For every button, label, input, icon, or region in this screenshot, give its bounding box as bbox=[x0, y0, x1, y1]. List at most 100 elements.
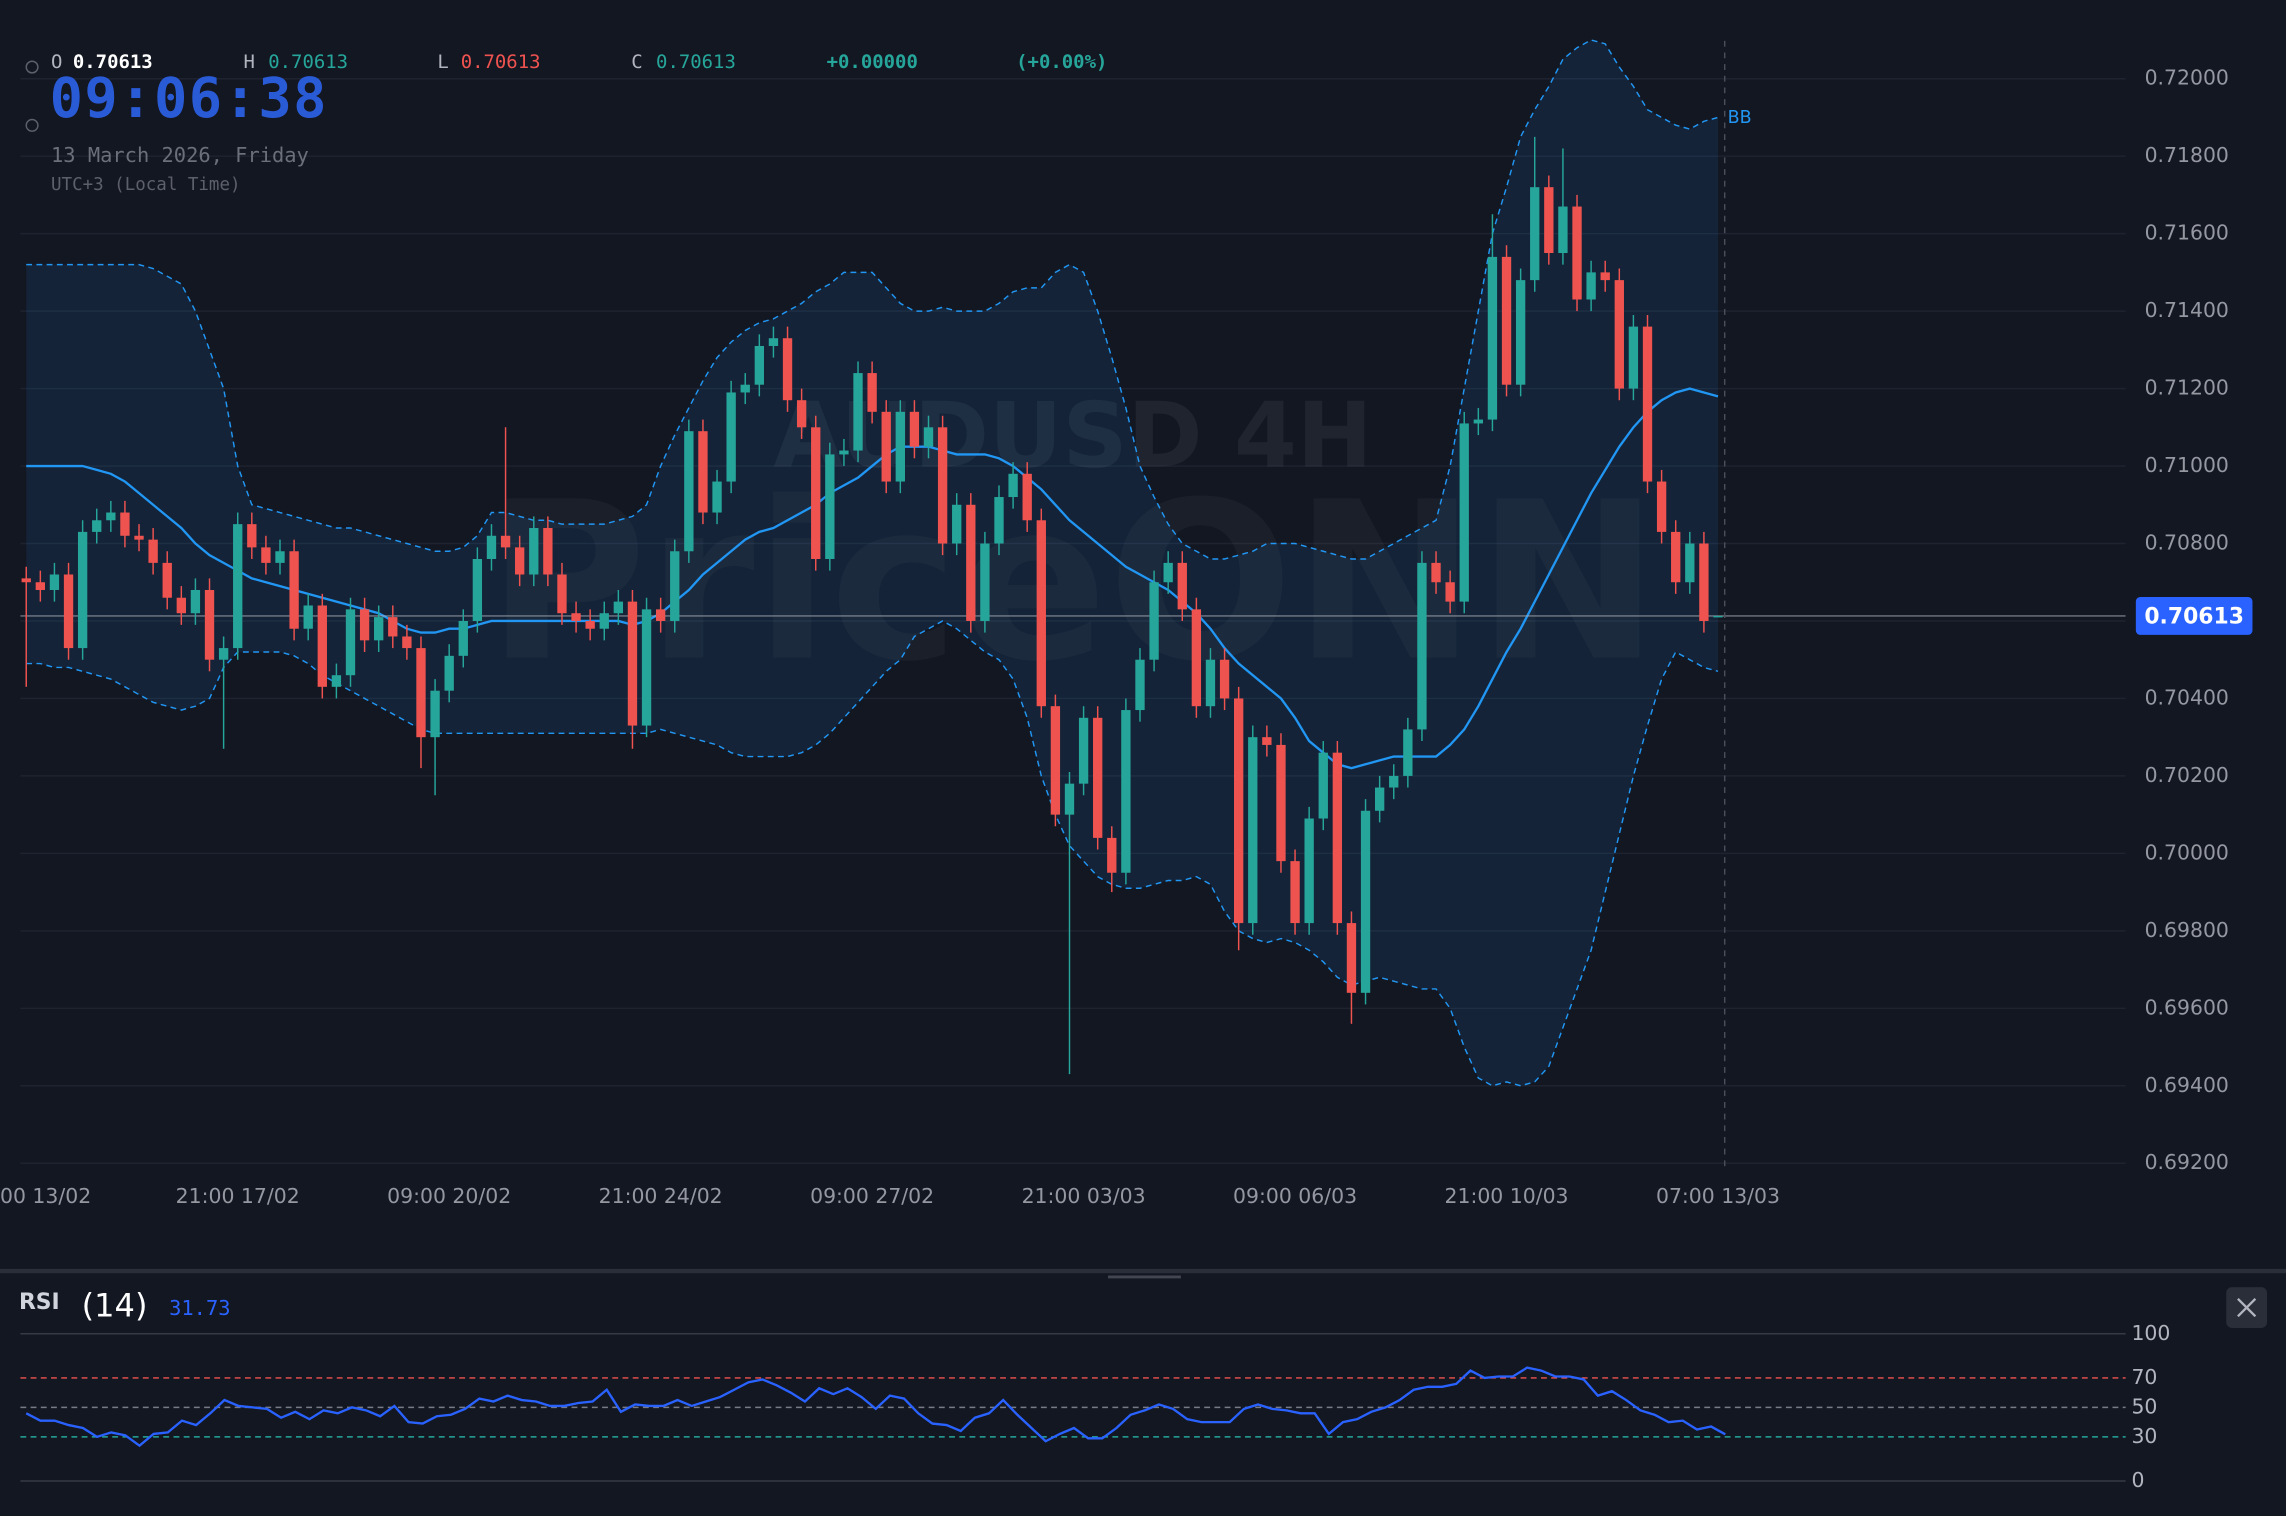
clock: 09:06:38 bbox=[50, 67, 328, 131]
candle-body bbox=[1558, 206, 1568, 254]
candle-body bbox=[825, 454, 835, 560]
candle-body bbox=[359, 609, 370, 641]
y-tick-label: 0.71000 bbox=[2145, 453, 2229, 477]
candle-body bbox=[1403, 729, 1413, 776]
candle-body bbox=[77, 531, 88, 649]
candle-body bbox=[1515, 280, 1526, 385]
y-tick-label: 0.69400 bbox=[2145, 1073, 2229, 1097]
candle-body bbox=[571, 613, 581, 621]
candle-body bbox=[684, 431, 694, 552]
candle-body bbox=[1205, 659, 1216, 707]
candle-body bbox=[1219, 659, 1230, 699]
x-tick-label: 21:00 03/03 bbox=[1022, 1184, 1146, 1208]
candle-body bbox=[881, 411, 891, 482]
candle-body bbox=[1600, 272, 1610, 281]
y-tick-label: 0.71200 bbox=[2145, 376, 2229, 400]
eye-icon[interactable] bbox=[25, 60, 39, 74]
candle-body bbox=[1304, 818, 1314, 924]
rsi-period: (14) bbox=[82, 1287, 148, 1325]
x-tick-label: 21:00 10/03 bbox=[1445, 1184, 1569, 1208]
ohlc-name: H bbox=[243, 51, 254, 73]
rsi-pane: 0 30 50 70 100 bbox=[20, 1321, 2170, 1492]
candle-body bbox=[92, 520, 102, 532]
candle-body bbox=[1022, 473, 1032, 521]
ohlc-value: 0.70613 bbox=[73, 51, 153, 73]
candle-body bbox=[740, 384, 750, 393]
candle-body bbox=[289, 551, 299, 629]
bb-lower bbox=[26, 620, 1719, 1087]
candle-body bbox=[176, 597, 186, 614]
candle-body bbox=[1656, 481, 1667, 532]
candle-body bbox=[1713, 615, 1723, 618]
candle-body bbox=[543, 528, 553, 575]
bb-band bbox=[26, 39, 1718, 1086]
rsi-title: RSI bbox=[19, 1290, 60, 1315]
y-tick-label: 0.69800 bbox=[2145, 918, 2229, 942]
y-tick-label: 0.70000 bbox=[2145, 840, 2229, 864]
candle-body bbox=[937, 427, 948, 544]
candle-body bbox=[1346, 923, 1357, 993]
candle-body bbox=[233, 524, 243, 649]
x-tick-label: 09:00 27/02 bbox=[810, 1184, 934, 1208]
ohlc-name: O bbox=[51, 51, 62, 73]
candle-body bbox=[712, 481, 722, 513]
candle-body bbox=[1671, 531, 1681, 583]
candle-body bbox=[1544, 187, 1554, 254]
candle-body bbox=[613, 601, 624, 614]
candle-body bbox=[895, 411, 905, 482]
candle-body bbox=[1008, 473, 1018, 498]
eye-icon[interactable] bbox=[25, 118, 39, 132]
candle-body bbox=[1487, 256, 1498, 420]
candle-body bbox=[1276, 744, 1286, 862]
candle-body bbox=[1685, 543, 1695, 583]
candle-body bbox=[867, 373, 877, 412]
candle-body bbox=[1290, 861, 1300, 924]
candle-body bbox=[909, 411, 920, 447]
candle-body bbox=[218, 648, 229, 660]
candle-body bbox=[1036, 520, 1046, 707]
candle-body bbox=[458, 620, 468, 656]
candle-body bbox=[430, 690, 440, 738]
candle-body bbox=[486, 535, 497, 560]
change-pct: (+0.00%) bbox=[1016, 51, 1107, 73]
legend: O 0.70613 H 0.70613 L 0.70613 C 0.70613 … bbox=[25, 51, 1752, 195]
rsi-tick-label: 50 bbox=[2131, 1394, 2157, 1418]
timezone: UTC+3 (Local Time) bbox=[51, 175, 240, 195]
y-tick-label: 0.70800 bbox=[2145, 531, 2229, 555]
candle-body bbox=[21, 578, 31, 583]
candle-body bbox=[1191, 609, 1202, 707]
y-tick-label: 0.71800 bbox=[2145, 143, 2229, 167]
candle-body bbox=[670, 551, 680, 621]
candle-body bbox=[1149, 582, 1159, 660]
rsi-value: 31.73 bbox=[169, 1296, 230, 1320]
candle-body bbox=[994, 497, 1004, 544]
close-icon[interactable] bbox=[2237, 1297, 2257, 1318]
candle-body bbox=[782, 338, 793, 401]
y-tick-label: 0.69200 bbox=[2145, 1150, 2229, 1174]
candle-body bbox=[1107, 837, 1117, 873]
close-button[interactable] bbox=[2226, 1287, 2268, 1328]
candle-body bbox=[923, 427, 934, 447]
ohlc-name: C bbox=[631, 51, 642, 73]
candle-body bbox=[1389, 775, 1399, 788]
change: +0.00000 bbox=[827, 51, 918, 73]
candle-body bbox=[261, 547, 271, 563]
candle-body bbox=[1374, 787, 1385, 811]
ohlc-value: 0.70613 bbox=[461, 51, 541, 73]
candle-body bbox=[1417, 562, 1427, 730]
candle-body bbox=[1473, 419, 1483, 424]
y-tick-label: 0.70400 bbox=[2145, 685, 2229, 709]
price-tag bbox=[2135, 596, 2253, 635]
y-tick-label: 0.70200 bbox=[2145, 763, 2229, 787]
candle-body bbox=[120, 512, 130, 536]
candle-body bbox=[317, 605, 327, 687]
candle-body bbox=[1501, 256, 1512, 385]
candle-body bbox=[1614, 280, 1624, 389]
candle-body bbox=[1642, 326, 1653, 482]
candle-body bbox=[796, 400, 807, 428]
candle-body bbox=[839, 450, 849, 455]
candle-body bbox=[1628, 326, 1639, 389]
candle-body bbox=[247, 524, 257, 548]
plot-area bbox=[20, 39, 2126, 1087]
